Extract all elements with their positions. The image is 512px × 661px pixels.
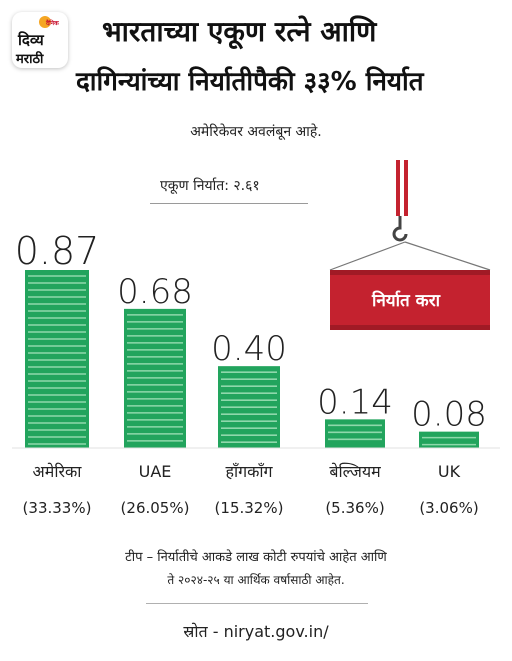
share-label: (3.06%) (419, 499, 478, 517)
note-line2: ते २०२४-२५ या आर्थिक वर्षासाठी आहेत. (167, 573, 345, 587)
sun-icon (39, 16, 51, 28)
source-text: स्रोत - niryat.gov.in/ (183, 622, 329, 641)
logo-line1: दिव्य (18, 31, 44, 49)
value-label: 0.87 (15, 229, 100, 273)
share-label: (26.05%) (121, 499, 190, 517)
value-label: 0.08 (411, 395, 487, 435)
subtitle: अमेरिकेवर अवलंबून आहे. (190, 124, 322, 140)
category-label: हाँगकाँग (225, 462, 273, 481)
category-label: UK (438, 462, 461, 481)
category-label: अमेरिका (33, 462, 83, 481)
share-label: (15.32%) (215, 499, 284, 517)
crane-hook-icon (329, 160, 491, 271)
category-label: बेल्जियम (329, 462, 381, 481)
total-export-label: एकूण निर्यात: २.६१ (160, 178, 260, 194)
total-divider (150, 203, 308, 204)
value-label: 0.40 (211, 329, 287, 369)
category-label: UAE (139, 462, 172, 481)
page-title-line1: भारताच्या एकूण रत्ने आणि (102, 15, 377, 48)
shipping-container-icon (330, 270, 490, 330)
page-title-line2: दागिन्यांच्या निर्यातीपैकी ३३% निर्यात (76, 67, 424, 97)
logo-line2: मराठी (16, 52, 44, 67)
bar-4 (325, 419, 385, 448)
note-divider (146, 603, 368, 604)
value-label: 0.14 (317, 382, 393, 422)
bar-1 (25, 270, 89, 448)
value-label: 0.68 (117, 272, 193, 312)
logo-tag: दैनिक (46, 20, 59, 27)
container-label: निर्यात करा (371, 290, 441, 311)
share-label: (33.33%) (23, 499, 92, 517)
divya-marathi-logo: दैनिक दिव्य मराठी (12, 12, 68, 68)
note-line1: टीप – निर्यातीचे आकडे लाख कोटी रुपयांचे … (125, 550, 387, 565)
share-label: (5.36%) (325, 499, 384, 517)
